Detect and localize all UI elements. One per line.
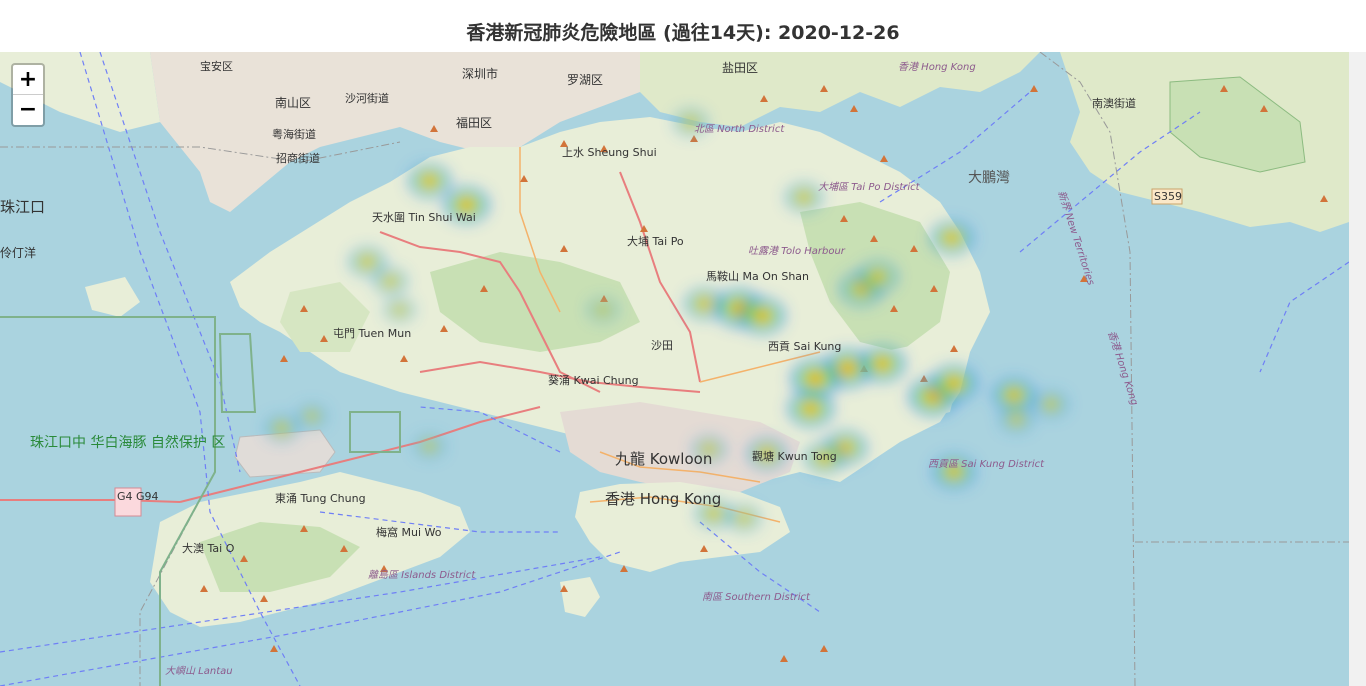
label-zhujiangkou: 珠江口 bbox=[0, 198, 45, 216]
label-lingdingyang: 伶仃洋 bbox=[0, 245, 36, 260]
kowloon-urban bbox=[560, 402, 800, 492]
road-network bbox=[0, 147, 821, 523]
heatmap-hotspot bbox=[927, 362, 981, 404]
label-luohu: 罗湖区 bbox=[567, 72, 603, 87]
label-kwuntong: 觀塘 Kwun Tong bbox=[752, 449, 837, 463]
shenzhen-east-land bbox=[640, 52, 1040, 127]
heatmap-hotspot bbox=[412, 432, 447, 460]
zoom-control: + − bbox=[11, 63, 45, 127]
heatmap-hotspot bbox=[855, 259, 901, 295]
peaks bbox=[200, 85, 1328, 662]
label-tuenmun: 屯門 Tuen Mun bbox=[333, 327, 411, 340]
heatmap-hotspot bbox=[671, 107, 710, 138]
label-nanshan: 南山区 bbox=[275, 95, 311, 110]
label-taipo: 大埔 Tai Po bbox=[627, 234, 684, 248]
label-tinshuiwai: 天水圍 Tin Shui Wai bbox=[372, 211, 476, 224]
label-kwaichung: 葵涌 Kwai Chung bbox=[548, 374, 639, 387]
lantau-park bbox=[200, 522, 360, 592]
label-dapengwan: 大鵬灣 bbox=[968, 170, 1010, 186]
page-scrollbar[interactable] bbox=[1349, 52, 1366, 686]
label-dolphin-reserve: 珠江口中 华白海豚 自然保护 区 bbox=[30, 434, 225, 451]
lamma-island bbox=[560, 577, 600, 617]
heatmap-hotspot bbox=[371, 266, 410, 297]
label-baoan: 宝安区 bbox=[200, 59, 233, 73]
heatmap-hotspot bbox=[585, 296, 621, 324]
heatmap-hotspot bbox=[783, 181, 825, 214]
shenzhen-land bbox=[150, 52, 640, 212]
label-shenzhen: 深圳市 bbox=[462, 66, 498, 81]
label-futian: 福田区 bbox=[456, 115, 492, 130]
heatmap-hotspot bbox=[997, 404, 1036, 435]
label-sheungshui: 上水 Sheung Shui bbox=[562, 146, 657, 159]
heatmap-hotspot bbox=[382, 296, 417, 324]
heatmap-hotspot bbox=[802, 440, 848, 477]
heatmap-hotspot bbox=[784, 388, 837, 430]
label-shahe: 沙河街道 bbox=[345, 91, 389, 105]
label-lantau: 大嶼山 Lantau bbox=[165, 665, 233, 677]
label-yuehai: 粤海街道 bbox=[272, 127, 316, 141]
label-shatin: 沙田 bbox=[651, 339, 673, 352]
label-muiwo: 梅窩 Mui Wo bbox=[376, 525, 442, 539]
heatmap-hotspot bbox=[989, 376, 1039, 415]
label-kowloon: 九龍 Kowloon bbox=[615, 450, 712, 468]
label-s359: S359 bbox=[1154, 190, 1182, 203]
label-nanao: 南澳街道 bbox=[1092, 96, 1136, 110]
heatmap-hotspot bbox=[262, 413, 301, 444]
zoom-in-button[interactable]: + bbox=[13, 65, 43, 95]
heatmap-hotspot bbox=[724, 503, 763, 534]
heatmap-hotspot bbox=[744, 435, 790, 472]
country-park bbox=[280, 282, 370, 352]
shield-s359 bbox=[1151, 188, 1183, 205]
heatmap-hotspot bbox=[856, 343, 909, 385]
heatmap-hotspot bbox=[736, 295, 789, 337]
heatmap-hotspot bbox=[294, 402, 329, 430]
label-new-territories: 新界 New Territories bbox=[1055, 189, 1097, 286]
ferry-routes bbox=[0, 52, 1349, 686]
dapeng-park bbox=[1169, 76, 1306, 173]
airport bbox=[234, 429, 336, 478]
heatmap-hotspot bbox=[1032, 389, 1070, 420]
label-taio: 大澳 Tai O bbox=[182, 541, 235, 555]
boundary-green bbox=[0, 316, 401, 686]
label-tungchung: 東涌 Tung Chung bbox=[275, 492, 366, 505]
label-maonshan: 馬鞍山 Ma On Shan bbox=[706, 269, 809, 283]
label-saikung: 西貢 Sai Kung bbox=[768, 340, 841, 353]
label-taipo-district: 大埔區 Tai Po District bbox=[818, 181, 921, 193]
page-title: 香港新冠肺炎危險地區 (過往14天): 2020-12-26 bbox=[466, 22, 900, 44]
label-hk-top: 香港 Hong Kong bbox=[898, 61, 976, 73]
heatmap-hotspot bbox=[440, 184, 493, 226]
map-svg[interactable]: 宝安区 南山区 沙河街道 粤海街道 招商街道 福田区 深圳市 罗湖区 盐田区 南… bbox=[0, 52, 1349, 686]
label-southern-district: 南區 Southern District bbox=[702, 591, 811, 603]
country-park bbox=[430, 252, 640, 352]
label-north-district: 北區 North District bbox=[694, 123, 785, 135]
small-island bbox=[85, 277, 140, 317]
zoom-out-button[interactable]: − bbox=[18, 97, 38, 122]
label-saikung-district: 西貢區 Sai Kung District bbox=[928, 459, 1045, 470]
heatmap-hotspot bbox=[405, 161, 454, 201]
label-islands-district: 離島區 Islands District bbox=[368, 569, 476, 581]
heatmap-hotspot bbox=[927, 218, 977, 258]
heatmap-hotspot bbox=[346, 245, 389, 279]
heatmap-hotspot bbox=[929, 452, 979, 491]
label-yantian: 盐田区 bbox=[722, 61, 758, 75]
map-canvas[interactable]: 宝安区 南山区 沙河街道 粤海街道 招商街道 福田区 深圳市 罗湖区 盐田区 南… bbox=[0, 52, 1349, 686]
heatmap-hotspot bbox=[690, 434, 729, 465]
header: 香港新冠肺炎危險地區 (過往14天): 2020-12-26 bbox=[0, 0, 1366, 52]
shield-g4 bbox=[114, 487, 142, 517]
label-zhaoshang: 招商街道 bbox=[276, 151, 320, 165]
label-g4: G4 G94 bbox=[117, 490, 159, 503]
covid-heatmap bbox=[262, 107, 1070, 534]
label-tolo-harbour: 吐露港 Tolo Harbour bbox=[748, 245, 846, 257]
heatmap-hotspot bbox=[693, 497, 735, 530]
label-hk-side: 香港 Hong Kong bbox=[1105, 329, 1140, 407]
label-hongkong: 香港 Hong Kong bbox=[605, 490, 721, 508]
